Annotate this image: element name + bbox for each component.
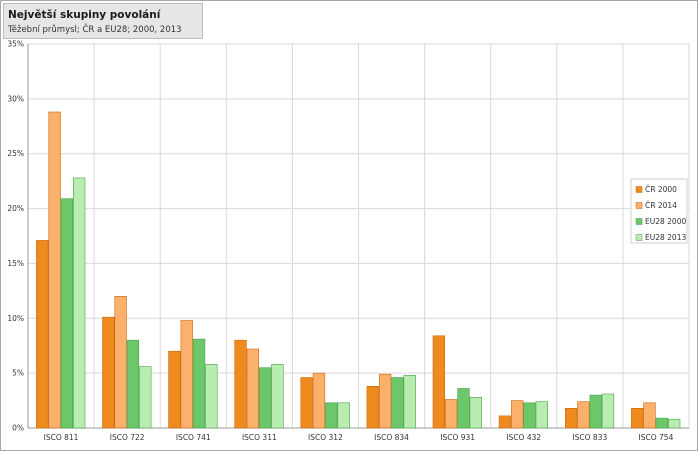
- bar: [168, 350, 181, 429]
- bar: [564, 407, 578, 429]
- x-tick-label: ISCO 741: [176, 433, 211, 442]
- bar: [523, 402, 536, 429]
- x-tick-label: ISCO 722: [110, 433, 145, 442]
- legend-swatch: [635, 234, 643, 241]
- bar: [36, 240, 49, 429]
- legend-swatch: [635, 186, 643, 193]
- x-tick-label: ISCO 754: [639, 433, 674, 442]
- bar: [577, 401, 590, 429]
- y-tick-label: 5%: [12, 369, 24, 378]
- bar: [444, 399, 458, 429]
- bar: [139, 366, 152, 429]
- x-tick-label: ISCO 833: [572, 433, 607, 442]
- legend-label: ČR 2014: [645, 201, 677, 210]
- bar: [378, 373, 392, 429]
- legend-label: ČR 2000: [645, 185, 677, 194]
- bar: [102, 316, 115, 429]
- bar: [589, 394, 602, 429]
- bar: [469, 396, 482, 429]
- bar: [300, 377, 313, 429]
- bar: [631, 407, 644, 429]
- x-tick-label: ISCO 312: [308, 433, 343, 442]
- bar: [498, 415, 512, 429]
- x-tick-label: ISCO 931: [440, 433, 475, 442]
- bar: [667, 418, 681, 429]
- x-tick-label: ISCO 432: [506, 433, 541, 442]
- chart-subtitle: Těžební průmysl; ČR a EU28; 2000, 2013: [8, 25, 182, 35]
- bar: [48, 111, 61, 429]
- legend-label: EU28 2013: [645, 233, 686, 242]
- y-tick-label: 15%: [7, 259, 24, 268]
- bar: [535, 401, 548, 429]
- bar: [192, 338, 206, 429]
- bar: [126, 339, 140, 429]
- bar: [234, 339, 247, 429]
- bar: [655, 417, 668, 429]
- x-tick-label: ISCO 811: [44, 433, 79, 442]
- bar: [312, 372, 326, 429]
- y-tick-label: 10%: [7, 314, 24, 323]
- bar: [391, 377, 404, 429]
- y-tick-label: 20%: [7, 204, 24, 213]
- legend-label: EU28 2000: [645, 217, 686, 226]
- legend-swatch: [635, 202, 643, 209]
- y-tick-label: 30%: [7, 94, 24, 103]
- bar: [205, 364, 218, 429]
- y-tick-label: 35%: [7, 40, 24, 49]
- chart-title: Největší skupiny povolání: [8, 9, 161, 21]
- bar: [271, 364, 284, 429]
- bar: [246, 348, 259, 429]
- bar: [73, 177, 86, 429]
- bar: [114, 295, 127, 429]
- bar: [325, 402, 338, 429]
- bar: [258, 367, 272, 429]
- bar: [366, 385, 379, 429]
- legend-swatch: [635, 218, 643, 225]
- x-tick-label: ISCO 311: [242, 433, 277, 442]
- bar: [60, 198, 73, 429]
- bar: [432, 335, 445, 429]
- bar: [180, 320, 193, 429]
- bar: [457, 388, 470, 429]
- bar: [511, 400, 524, 429]
- bar: [643, 402, 656, 429]
- bar: [601, 393, 615, 429]
- x-tick-label: ISCO 834: [374, 433, 409, 442]
- bar: [337, 402, 350, 429]
- y-tick-label: 25%: [7, 149, 24, 158]
- bar: [403, 374, 416, 429]
- y-tick-label: 0%: [12, 424, 24, 433]
- chart-title-box: Největší skupiny povolání Těžební průmys…: [3, 3, 203, 39]
